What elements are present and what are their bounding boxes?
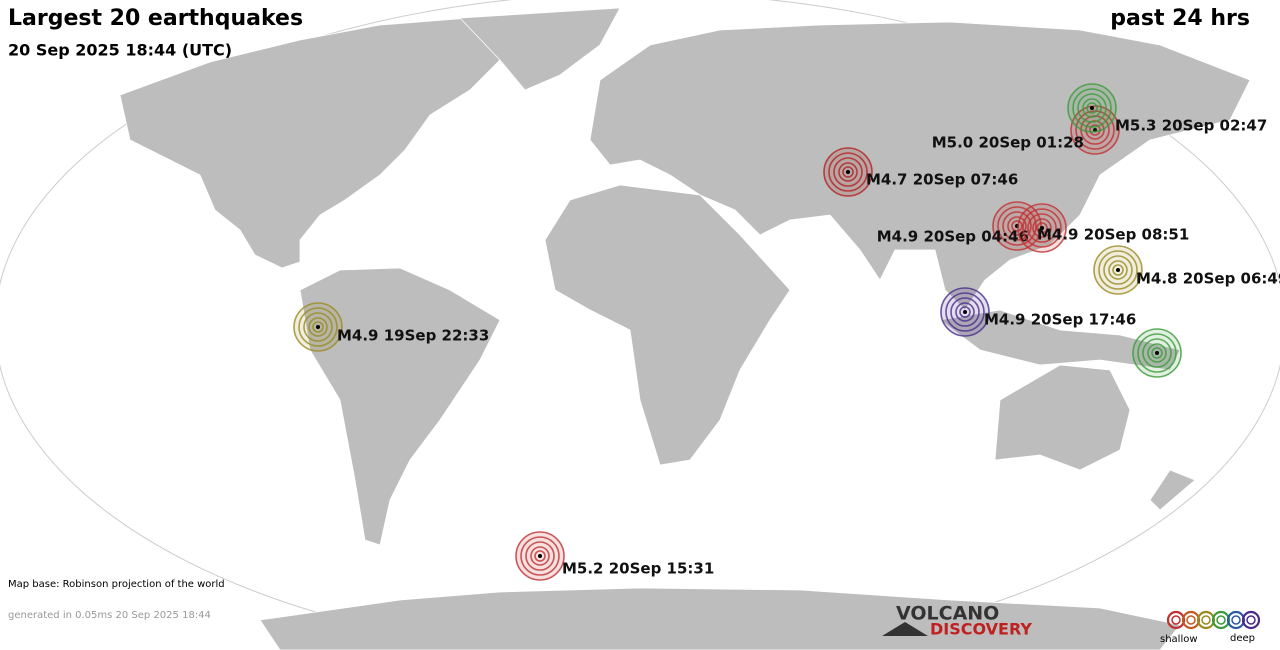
new-zealand [1149, 469, 1196, 511]
legend-shallow: shallow [1160, 634, 1198, 645]
quake-ring [534, 550, 546, 562]
quake-ring [525, 541, 555, 571]
quake-ring [312, 321, 324, 333]
quake-ring [1022, 208, 1062, 248]
quake-ring [1142, 338, 1172, 368]
brand-top: VOLCANO [896, 603, 999, 625]
quake-ring [997, 206, 1037, 246]
quake-ring [520, 536, 560, 576]
legend-ring [1216, 615, 1226, 625]
quake-marker [823, 147, 873, 197]
quake-ring [1007, 216, 1027, 236]
quake-label: M5.0 20Sep 01:28 [932, 134, 1084, 152]
quake-marker [940, 287, 990, 337]
quake-ring [1032, 218, 1052, 238]
quake-center [846, 170, 850, 174]
quake-center [963, 310, 967, 314]
quake-label: M4.9 19Sep 22:33 [337, 327, 489, 345]
map-base: Map base: Robinson projection of the wor… [8, 579, 225, 590]
legend-ring [1201, 615, 1211, 625]
quake-ring [955, 302, 975, 322]
quake-ring [1147, 343, 1167, 363]
quake-ring [308, 317, 328, 337]
quake-ring [1077, 93, 1107, 123]
quake-ring [950, 297, 980, 327]
quake-ring [1072, 88, 1112, 128]
north-america [119, 17, 521, 269]
quake-label: M4.9 20Sep 17:46 [984, 311, 1136, 329]
legend-deep: deep [1230, 633, 1255, 644]
quake-center [316, 325, 320, 329]
legend-ring [1211, 610, 1231, 630]
depth-legend [1166, 610, 1261, 630]
quake-label: M5.2 20Sep 15:31 [562, 560, 714, 578]
quake-marker [1093, 245, 1143, 295]
quake-ring [828, 152, 868, 192]
legend-ring [1186, 615, 1196, 625]
legend-ring [1246, 615, 1256, 625]
quake-ring [833, 157, 863, 187]
south-america [299, 267, 501, 546]
quake-marker [293, 302, 343, 352]
quake-center [1116, 268, 1120, 272]
timestamp: 20 Sep 2025 18:44 (UTC) [8, 41, 232, 60]
legend-ring [1196, 610, 1216, 630]
quake-center [1090, 106, 1094, 110]
quake-ring [303, 312, 333, 342]
quake-ring [838, 162, 858, 182]
eurasia [589, 21, 1251, 311]
quake-ring [959, 306, 971, 318]
quake-ring [1086, 102, 1098, 114]
quake-layer: M5.3 20Sep 02:47 M5.0 20Sep 01:28 M4.7 20S… [293, 83, 1280, 581]
australia [994, 364, 1131, 471]
legend-ring [1181, 610, 1201, 630]
quake-ring [1027, 213, 1057, 243]
quake-ring [1112, 264, 1124, 276]
quake-marker [515, 531, 565, 581]
quake-marker [1067, 83, 1117, 133]
brand-bottom: DISCOVERY [930, 620, 1032, 639]
quake-ring [1103, 255, 1133, 285]
quake-ring [842, 166, 854, 178]
quake-center [1040, 226, 1044, 230]
quake-center [538, 554, 542, 558]
legend-ring [1241, 610, 1261, 630]
quake-label: M4.7 20Sep 07:46 [866, 171, 1018, 189]
quake-marker [1017, 203, 1067, 253]
antarctica [259, 587, 1181, 650]
greenland [459, 7, 621, 91]
quake-ring [1082, 98, 1102, 118]
brand-logo [882, 622, 928, 636]
quake-center [1155, 351, 1159, 355]
generated: generated in 0.05ms 20 Sep 2025 18:44 [8, 610, 211, 621]
quake-label: M4.8 20Sep 06:49 [1136, 270, 1280, 288]
legend-ring [1231, 615, 1241, 625]
landmasses [119, 7, 1251, 650]
quake-ring [1011, 220, 1023, 232]
quake-marker [1132, 328, 1182, 378]
quake-ring [1151, 347, 1163, 359]
quake-ring [1036, 222, 1048, 234]
quake-ring [1002, 211, 1032, 241]
quake-ring [1137, 333, 1177, 373]
quake-label: M5.3 20Sep 02:47 [1115, 117, 1267, 135]
quake-ring [945, 292, 985, 332]
quake-ring [530, 546, 550, 566]
quake-ring [1098, 250, 1138, 290]
legend-ring [1226, 610, 1246, 630]
period: past 24 hrs [1110, 6, 1250, 31]
quake-label: M4.9 20Sep 04:46 [877, 228, 1029, 246]
title: Largest 20 earthquakes [8, 6, 303, 31]
quake-label: M4.9 20Sep 08:51 [1037, 226, 1189, 244]
quake-ring [298, 307, 338, 347]
legend-ring [1171, 615, 1181, 625]
africa [544, 184, 791, 466]
quake-ring [1108, 260, 1128, 280]
